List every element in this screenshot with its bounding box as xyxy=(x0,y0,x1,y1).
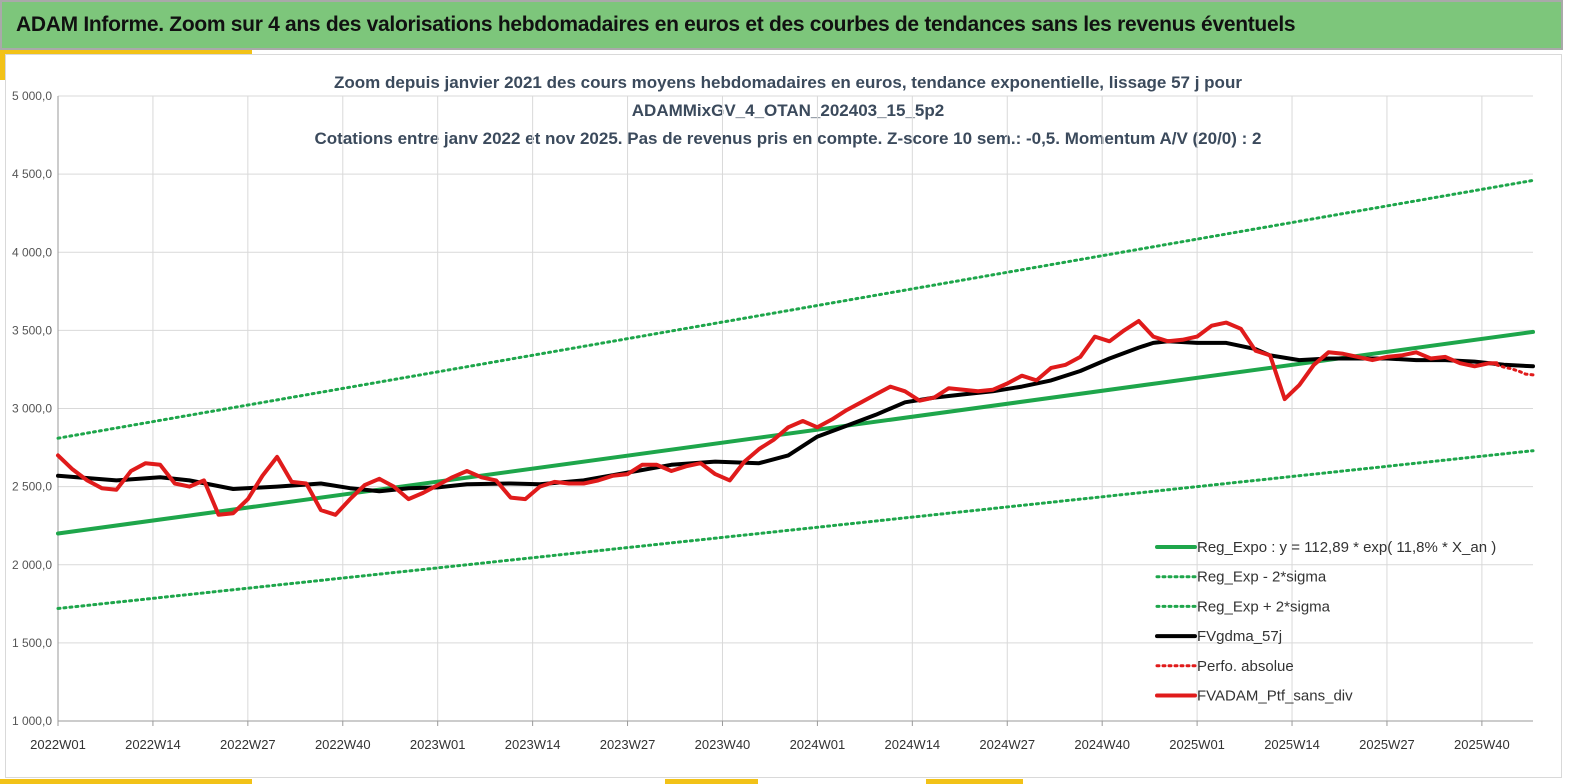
accent-stripe-left xyxy=(0,50,5,80)
banner-title: ADAM Informe. Zoom sur 4 ans des valoris… xyxy=(16,13,1296,36)
x-tick-label: 2023W27 xyxy=(600,737,656,752)
x-tick-label: 2025W01 xyxy=(1169,737,1225,752)
accent-stripe-top xyxy=(0,50,252,54)
axes: 1 000,0 1 500,0 2 000,0 2 500,0 3 000,0 3 500… xyxy=(12,89,1533,752)
y-tick-label: 4 000,0 xyxy=(12,245,52,259)
x-tick-label: 2023W14 xyxy=(505,737,561,752)
chart-title-line-1: Zoom depuis janvier 2021 des cours moyen… xyxy=(334,73,1242,92)
y-tick-label: 3 000,0 xyxy=(12,402,52,416)
legend-label: FVADAM_Ptf_sans_div xyxy=(1197,688,1353,705)
series-line-reg_expo xyxy=(56,329,1535,536)
x-tick-label: 2022W40 xyxy=(315,737,371,752)
title-banner: ADAM Informe. Zoom sur 4 ans des valoris… xyxy=(0,0,1563,50)
x-tick-label: 2025W40 xyxy=(1454,737,1510,752)
x-tick-label: 2023W40 xyxy=(695,737,751,752)
y-tick-label: 3 500,0 xyxy=(12,323,52,337)
y-tick-label: 2 500,0 xyxy=(12,480,52,494)
legend-label: Reg_Exp - 2*sigma xyxy=(1197,569,1327,586)
series-line-perfo xyxy=(1495,363,1535,377)
series-line-reg_exp xyxy=(56,449,1535,610)
legend-label: Reg_Exp + 2*sigma xyxy=(1197,598,1331,615)
y-tick-label: 2 000,0 xyxy=(12,558,52,572)
accent-stripe-bottom-mid xyxy=(665,779,758,784)
legend: Reg_Expo : y = 112,89 * exp( 11,8% * X_a… xyxy=(1155,539,1496,705)
chart-frame xyxy=(5,54,1562,778)
x-tick-label: 2022W01 xyxy=(30,737,86,752)
grid xyxy=(57,95,1533,722)
chart-title-line-3: Cotations entre janv 2022 et nov 2025. P… xyxy=(315,129,1262,148)
series xyxy=(56,178,1535,610)
x-tick-label: 2024W40 xyxy=(1074,737,1130,752)
y-tick-label: 1 000,0 xyxy=(12,714,52,728)
x-tick-label: 2024W01 xyxy=(790,737,846,752)
accent-stripe-bottom-left xyxy=(0,779,252,784)
x-tick-label: 2024W14 xyxy=(885,737,941,752)
x-tick-label: 2022W14 xyxy=(125,737,181,752)
y-tick-label: 4 500,0 xyxy=(12,167,52,181)
legend-label: Perfo. absolue xyxy=(1197,658,1294,675)
x-tick-label: 2023W01 xyxy=(410,737,466,752)
y-tick-label: 1 500,0 xyxy=(12,636,52,650)
x-tick-label: 2025W14 xyxy=(1264,737,1320,752)
accent-stripe-bottom-right xyxy=(926,779,1023,784)
x-tick-label: 2025W27 xyxy=(1359,737,1415,752)
y-tick-label: 5 000,0 xyxy=(12,89,52,103)
x-tick-label: 2022W27 xyxy=(220,737,276,752)
series-line-fvgdma_57j xyxy=(56,339,1535,494)
series-line-fvadam_ptf_sans_div xyxy=(56,319,1499,517)
legend-label: FVgdma_57j xyxy=(1197,628,1282,645)
x-tick-label: 2024W27 xyxy=(979,737,1035,752)
series-line-reg_exp xyxy=(56,178,1535,440)
legend-label: Reg_Expo : y = 112,89 * exp( 11,8% * X_a… xyxy=(1197,539,1496,556)
chart-title-line-2: ADAMMixGV_4_OTAN_202403_15_5p2 xyxy=(632,101,944,120)
